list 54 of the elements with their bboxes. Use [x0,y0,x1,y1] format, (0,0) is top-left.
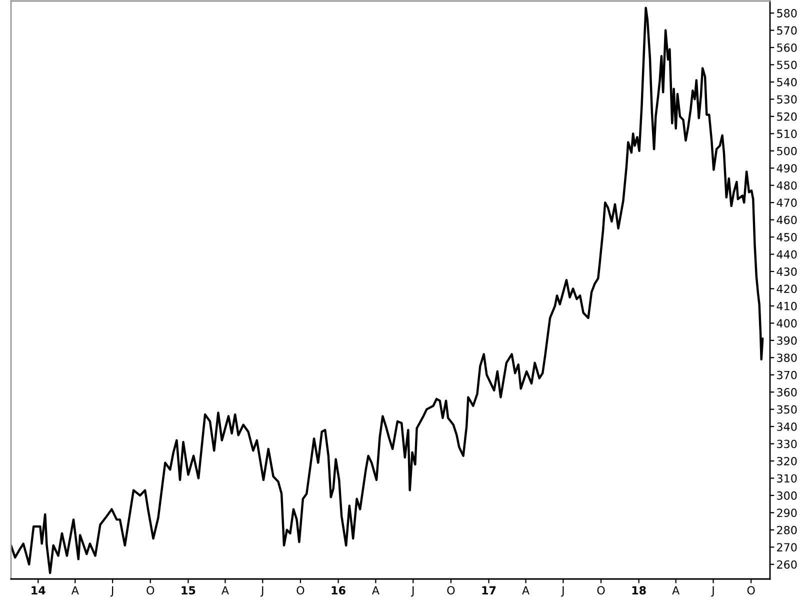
x-tick-label: 15 [182,586,196,595]
y-tick-label: 280 [777,526,797,534]
y-tick-label: 360 [777,388,797,396]
x-tick-label: J [410,586,414,597]
x-tick-label: 18 [632,586,646,595]
x-tick-label: A [522,586,530,594]
y-tick-label: 530 [777,95,797,104]
y-tick-label: 290 [777,508,797,518]
y-tick-label: 260 [777,560,797,569]
x-tick-label: A [372,586,380,594]
y-tick-label: 490 [776,164,797,172]
y-tick-label: 420 [776,284,797,294]
y-tick-label: 380 [777,354,797,362]
y-tick-label: 350 [777,405,797,414]
y-tick-label: 450 [776,233,797,242]
x-tick-label: 17 [482,586,496,594]
y-tick-label: 580 [777,9,797,18]
y-tick-label: 340 [777,422,797,431]
y-tick-label: 430 [776,267,797,276]
x-tick-label: J [260,586,264,597]
y-tick-label: 460 [776,216,797,224]
line-series [11,6,764,574]
x-tick-label: J [110,586,114,597]
y-tick-label: 550 [777,60,797,70]
x-tick-label: J [560,586,564,597]
y-tick-label: 310 [777,474,797,483]
x-tick-label: J [711,586,714,597]
y-tick-label: 560 [777,43,797,52]
x-tick-label: O [597,586,605,595]
y-tick-label: 570 [777,26,797,35]
y-tick-label: 480 [776,181,797,190]
y-tick-label: 300 [777,491,797,500]
y-tick-label: 390 [777,336,797,345]
y-tick-label: 470 [776,198,797,207]
x-tick-label: O [296,586,304,595]
y-tick-label: 270 [777,543,797,552]
y-tick-label: 410 [776,302,797,310]
x-tick-label: O [146,586,154,595]
x-tick-label: 16 [332,586,346,595]
y-tick-label: 540 [777,78,797,86]
y-tick-label: 500 [777,146,797,156]
x-tick-label: O [747,586,755,595]
x-tick-label: A [222,586,229,594]
y-tick-label: 330 [777,440,797,448]
y-tick-label: 400 [776,319,797,328]
y-tick-label: 520 [777,112,797,121]
y-tick-label: 320 [777,456,797,466]
y-tick-label: 370 [777,370,797,380]
y-tick-label: 510 [777,130,797,138]
x-tick-label: A [672,586,680,594]
x-tick-label: A [71,586,79,594]
x-tick-label: 14 [32,586,46,594]
y-tick-label: 440 [776,250,797,259]
x-tick-label: O [447,586,455,595]
